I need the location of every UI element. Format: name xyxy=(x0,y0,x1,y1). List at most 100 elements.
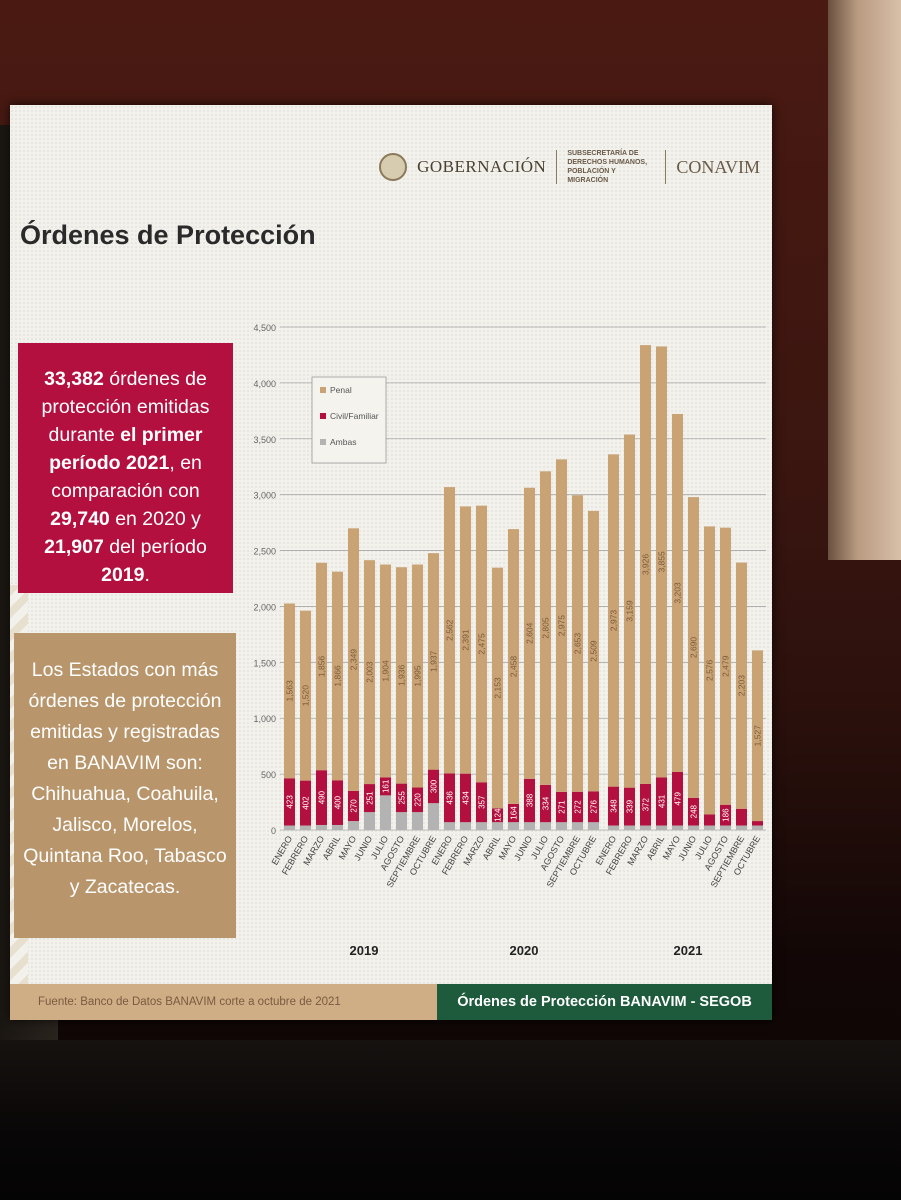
bar-civil xyxy=(300,780,311,826)
bar-civil xyxy=(572,791,583,823)
bar-civil-label: 124 xyxy=(494,808,503,822)
y-tick-label: 4,000 xyxy=(253,379,276,389)
y-tick-label: 4,500 xyxy=(253,323,276,333)
bar-civil-label: 348 xyxy=(610,799,619,813)
bar-ambas xyxy=(316,824,327,830)
bar-ambas xyxy=(540,822,551,830)
bar-penal xyxy=(688,497,699,798)
bar-ambas xyxy=(608,825,619,830)
conavim-logo-text: CONAVIM xyxy=(676,156,760,177)
bar-penal-label: 2,475 xyxy=(477,633,487,655)
states-text: Los Estados con más órdenes de protecció… xyxy=(23,659,227,898)
bar-ambas xyxy=(588,822,599,830)
year-label: 2021 xyxy=(674,943,703,958)
bar-penal-label: 1,520 xyxy=(301,685,311,707)
bar-penal-label: 3,159 xyxy=(625,600,635,622)
bar-civil xyxy=(428,769,439,804)
bar-penal-label: 2,153 xyxy=(493,677,503,699)
bar-penal-label: 1,527 xyxy=(753,725,763,747)
bar-penal-label: 1,866 xyxy=(333,665,343,687)
slide-footer: Fuente: Banco de Datos BANAVIM corte a o… xyxy=(10,984,772,1020)
bar-penal xyxy=(608,454,619,787)
stat-2021-total: 33,382 xyxy=(44,368,104,390)
bar-penal-label: 1,563 xyxy=(285,680,295,702)
bar-penal xyxy=(364,560,375,785)
bar-penal-label: 2,203 xyxy=(737,675,747,697)
bar-civil xyxy=(396,783,407,813)
bar-penal-label: 1,995 xyxy=(413,665,423,687)
bar-penal-label: 2,458 xyxy=(509,656,519,678)
bar-civil-label: 436 xyxy=(446,791,455,805)
year-label: 2020 xyxy=(510,943,539,958)
bar-ambas xyxy=(444,822,455,830)
bar-civil-label: 186 xyxy=(722,808,731,822)
bar-civil xyxy=(412,787,423,813)
bar-civil xyxy=(524,778,535,823)
bar-ambas xyxy=(476,822,487,830)
y-tick-label: 3,000 xyxy=(253,491,276,501)
bar-civil xyxy=(508,803,519,823)
chart-svg: 0 500 1,000 1,500 2,000 2,500 3,000 3,500 4,000 4… xyxy=(253,323,766,958)
bar-penal xyxy=(444,487,455,774)
bar-penal xyxy=(672,413,683,772)
y-tick-label: 2,000 xyxy=(253,602,276,612)
bar-penal-label: 2,509 xyxy=(589,640,599,662)
bar-penal xyxy=(300,610,311,781)
bar-civil-label: 271 xyxy=(558,800,567,814)
legend-swatch xyxy=(320,413,326,419)
bar-civil xyxy=(476,782,487,823)
bar-civil-label: 164 xyxy=(510,806,519,820)
header-logos: GOBERNACIÓN SUBSECRETARÍA DE DERECHOS HU… xyxy=(379,143,760,191)
stat-text: órdenes de protección emitidas durante xyxy=(41,368,210,446)
bar-civil xyxy=(588,791,599,823)
bar-penal xyxy=(284,603,295,779)
bar-penal xyxy=(736,562,747,809)
y-tick-label: 3,500 xyxy=(253,435,276,445)
bar-penal-label: 2,576 xyxy=(705,659,715,681)
legend-swatch xyxy=(320,439,326,445)
bar-civil xyxy=(608,786,619,826)
bar-civil-label: 161 xyxy=(382,779,391,793)
bar-penal xyxy=(380,564,391,778)
logo-divider xyxy=(556,150,558,184)
bar-penal-label: 2,604 xyxy=(525,622,535,644)
stat-2019-total: 21,907 xyxy=(44,536,104,558)
bar-ambas xyxy=(688,825,699,830)
bar-penal xyxy=(572,495,583,792)
bar-penal xyxy=(332,571,343,781)
bar-ambas xyxy=(412,812,423,830)
bar-ambas xyxy=(556,822,567,830)
bar-penal xyxy=(508,529,519,804)
bar-penal-label: 2,003 xyxy=(365,661,375,683)
source-note: Fuente: Banco de Datos BANAVIM corte a o… xyxy=(10,984,437,1020)
bar-civil-label: 431 xyxy=(658,794,667,808)
bar-ambas xyxy=(672,825,683,830)
bar-ambas xyxy=(656,825,667,830)
bar-ambas xyxy=(364,812,375,830)
legend-swatch xyxy=(320,387,326,393)
bar-penal-label: 3,855 xyxy=(657,551,667,573)
bar-civil xyxy=(284,778,295,826)
stat-text: en 2020 y xyxy=(109,508,201,530)
bar-civil xyxy=(460,773,471,823)
bar-penal xyxy=(704,526,715,815)
bar-penal-label: 2,653 xyxy=(573,633,583,655)
bar-civil-label: 270 xyxy=(350,799,359,813)
bar-penal-label: 3,926 xyxy=(641,554,651,576)
bar-ambas xyxy=(624,825,635,830)
bar-penal xyxy=(428,553,439,770)
y-tick-label: 1,000 xyxy=(253,714,276,724)
stat-2020-total: 29,740 xyxy=(50,508,110,530)
bar-penal-label: 1,937 xyxy=(429,650,439,672)
bar-civil xyxy=(316,770,327,825)
bar-civil-label: 400 xyxy=(334,795,343,809)
stat-text: . xyxy=(144,564,150,586)
bar-civil-label: 255 xyxy=(398,791,407,805)
bar-civil-label: 402 xyxy=(302,796,311,810)
bar-penal xyxy=(524,487,535,779)
bar-ambas xyxy=(348,821,359,830)
protection-orders-chart: 0 500 1,000 1,500 2,000 2,500 3,000 3,500 4,000 4… xyxy=(236,265,772,1005)
bar-civil xyxy=(624,787,635,826)
bar-civil-label: 300 xyxy=(430,779,439,793)
screen-bottom-band xyxy=(0,1040,901,1200)
